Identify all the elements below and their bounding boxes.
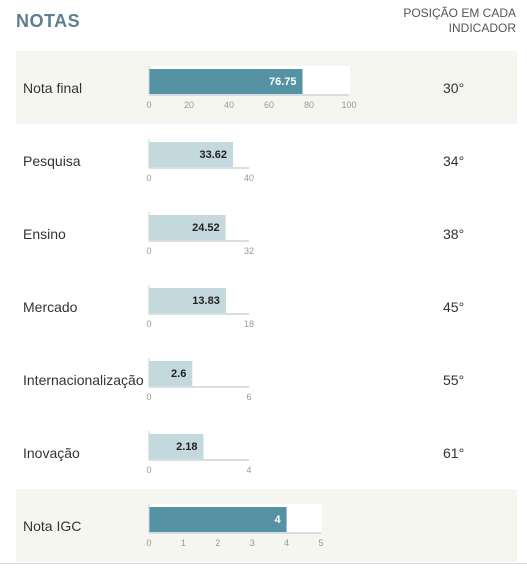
tick-label: 5 — [318, 538, 323, 548]
bar-chart-svg: 13.83 0 18 — [146, 285, 254, 329]
bar-chart-svg: 2.6 0 6 — [146, 358, 252, 402]
tick-label: 40 — [244, 173, 254, 183]
bar-3 — [149, 288, 226, 313]
tick-label: 0 — [146, 465, 151, 475]
tick-label: 3 — [250, 538, 255, 548]
tick-label: 60 — [264, 100, 274, 110]
chart-row-2: Ensino 38° 24.52 0 32 — [16, 197, 517, 270]
chart-row-1: Pesquisa 34° 33.62 0 40 — [16, 124, 517, 197]
tick-label: 20 — [184, 100, 194, 110]
category-label: Ensino — [23, 225, 66, 242]
tick-label: 40 — [224, 100, 234, 110]
rank-value: 34° — [443, 152, 465, 169]
tick-label: 80 — [304, 100, 314, 110]
bar-4 — [149, 361, 193, 386]
tick-label: 4 — [284, 538, 289, 548]
category-label: Internacionalização — [23, 371, 144, 388]
header-title: NOTAS — [16, 11, 81, 31]
bar-2 — [149, 215, 226, 240]
bar-chart-svg: 33.62 0 40 — [146, 139, 254, 183]
bottom-divider — [0, 563, 527, 564]
category-label: Nota IGC — [23, 517, 82, 534]
tick-label: 0 — [146, 392, 151, 402]
tick-label: 100 — [341, 100, 356, 110]
data-label: 76.75 — [269, 76, 297, 88]
tick-label: 0 — [146, 319, 151, 329]
bar-1 — [149, 142, 234, 167]
data-label: 24.52 — [192, 222, 220, 234]
tick-label: 0 — [146, 173, 151, 183]
chart-row-4: Internacionalização 55° 2.6 0 6 — [16, 343, 517, 416]
category-label: Inovação — [23, 444, 80, 461]
tick-label: 2 — [215, 538, 220, 548]
rank-value: 38° — [443, 225, 465, 242]
bar-chart-svg: 4 0 1 2 3 4 5 — [146, 504, 324, 548]
chart-row-0: Nota final 30° 76.75 0 20 40 60 80 100 — [16, 51, 517, 124]
tick-label: 0 — [146, 100, 151, 110]
rank-header-line-2: INDICADOR — [448, 21, 516, 35]
data-label: 2.18 — [176, 441, 197, 453]
data-label: 13.83 — [192, 295, 220, 307]
tick-label: 18 — [244, 319, 254, 329]
rank-value: 45° — [443, 298, 465, 315]
rank-value: 61° — [443, 444, 465, 461]
chart-row-5: Inovação 61° 2.18 0 4 — [16, 416, 517, 489]
rank-value: 55° — [443, 371, 465, 388]
bar-chart-svg: 24.52 0 32 — [146, 212, 254, 256]
category-label: Pesquisa — [23, 152, 81, 169]
data-label: 33.62 — [200, 149, 228, 161]
tick-label: 0 — [146, 538, 151, 548]
category-label: Nota final — [23, 79, 83, 96]
data-label: 4 — [274, 514, 281, 526]
rank-column-header: POSIÇÃO EM CADA INDICADOR — [316, 6, 516, 36]
tick-label: 4 — [246, 465, 251, 475]
bar-5 — [149, 434, 204, 459]
data-label: 2.6 — [171, 368, 186, 380]
tick-label: 6 — [246, 392, 251, 402]
chart-row-6: Nota IGC 4 0 1 2 3 4 5 — [16, 489, 517, 562]
bar-0 — [149, 69, 303, 94]
bar-chart-svg: 2.18 0 4 — [146, 431, 252, 475]
tick-label: 0 — [146, 246, 151, 256]
category-label: Mercado — [23, 298, 78, 315]
bar-6 — [149, 507, 287, 532]
tick-label: 1 — [181, 538, 186, 548]
bar-chart-svg: 76.75 0 20 40 60 80 100 — [146, 66, 357, 110]
chart-row-3: Mercado 45° 13.83 0 18 — [16, 270, 517, 343]
rank-header-line-1: POSIÇÃO EM CADA — [403, 6, 516, 20]
rank-value: 30° — [443, 79, 465, 96]
tick-label: 32 — [244, 246, 254, 256]
